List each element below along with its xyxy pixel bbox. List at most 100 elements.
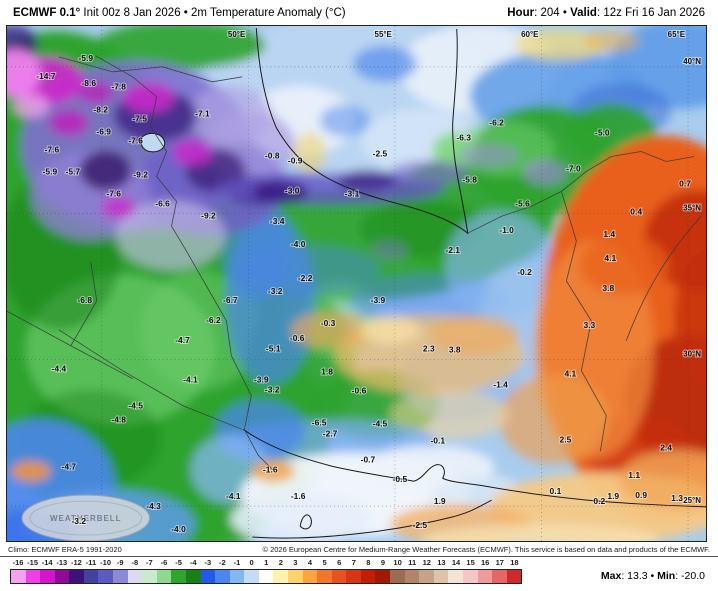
anomaly-value: -0.9 xyxy=(288,155,303,165)
anomaly-region xyxy=(7,48,41,97)
anomaly-value: -4.5 xyxy=(128,401,143,411)
longitude-label: 65°E xyxy=(668,30,685,39)
anomaly-value: -3.2 xyxy=(268,286,283,296)
colorbar-tick: 6 xyxy=(337,558,342,567)
anomaly-value: -7.6 xyxy=(45,145,60,155)
anomaly-value: -4.8 xyxy=(111,414,126,424)
anomaly-value: -5.7 xyxy=(66,166,81,176)
anomaly-value: 3.8 xyxy=(602,283,614,293)
anomaly-value: -0.6 xyxy=(290,333,305,343)
colorbar-tick: 5 xyxy=(322,558,327,567)
max-min-readout: Max: 13.3 • Min: -20.0 xyxy=(601,570,705,582)
hour-label: Hour xyxy=(507,6,535,19)
graticule-labels: 50°E 55°E 60°E 65°E 40°N 35°N 30°N 25°N xyxy=(227,29,702,506)
colorbar-cell xyxy=(258,570,274,583)
anomaly-value: -8.6 xyxy=(81,78,96,88)
anomaly-value: -4.0 xyxy=(291,239,306,249)
anomaly-value: -9.2 xyxy=(133,169,148,179)
colorbar xyxy=(10,569,522,584)
colorbar-cell xyxy=(492,570,507,583)
anomaly-value: -4.4 xyxy=(52,364,67,374)
anomaly-value: -2.2 xyxy=(298,273,313,283)
anomaly-region xyxy=(514,28,605,61)
anomaly-value: -0.5 xyxy=(393,474,408,484)
colorbar-tick: -5 xyxy=(175,558,182,567)
anomaly-value: 1.9 xyxy=(607,491,619,501)
anomaly-region xyxy=(48,109,89,136)
colorbar-tick: -8 xyxy=(131,558,139,567)
colorbar-tick: -4 xyxy=(189,558,197,567)
border-line xyxy=(58,329,243,430)
latitude-label: 35°N xyxy=(683,203,701,212)
anomaly-region xyxy=(371,240,408,261)
anomaly-value: -6.6 xyxy=(155,198,170,208)
colorbar-tick: -7 xyxy=(146,558,153,567)
anomaly-region xyxy=(674,250,706,390)
anomaly-region xyxy=(12,93,49,118)
anomaly-value: 1.9 xyxy=(434,496,446,506)
anomaly-value: -4.0 xyxy=(171,524,186,534)
colorbar-tick: -14 xyxy=(41,558,53,567)
colorbar-tick: 10 xyxy=(393,558,402,567)
anomaly-region xyxy=(115,200,226,271)
anomaly-value: -6.3 xyxy=(456,133,471,143)
coastline xyxy=(299,514,312,530)
watermark-text: WEATHERBELL xyxy=(50,514,122,523)
anomaly-value: -2.7 xyxy=(323,428,338,438)
anomaly-value: -3.9 xyxy=(254,375,269,385)
anomaly-value: -5.0 xyxy=(595,128,610,138)
anomaly-value: 2.4 xyxy=(660,442,672,452)
colorbar-cell xyxy=(331,570,347,583)
anomaly-region xyxy=(338,169,398,192)
colorbar-tick: 15 xyxy=(466,558,475,567)
anomaly-value: -14.7 xyxy=(36,71,56,81)
colorbar-cell xyxy=(244,570,259,583)
colorbar-tick: 2 xyxy=(278,558,283,567)
anomaly-value: -2.5 xyxy=(373,148,388,158)
coastline xyxy=(252,499,492,539)
colorbar-tick: 4 xyxy=(307,558,313,567)
anomaly-region xyxy=(419,524,660,541)
anomaly-value: -5.9 xyxy=(78,53,93,63)
anomaly-region xyxy=(79,150,132,191)
anomaly-value: -0.1 xyxy=(430,435,445,445)
colorbar-cell xyxy=(40,570,55,583)
anomaly-value: -1.0 xyxy=(499,225,514,235)
longitude-label: 60°E xyxy=(521,30,538,39)
border-line xyxy=(467,151,695,234)
anomaly-value: 0.1 xyxy=(550,486,562,496)
colorbar-cell xyxy=(127,570,143,583)
anomaly-value: -9.2 xyxy=(201,210,216,220)
anomaly-region xyxy=(583,29,640,52)
colorbar-tick: 16 xyxy=(481,558,490,567)
anomaly-value: -4.7 xyxy=(175,335,190,345)
max-label: Max xyxy=(600,570,622,582)
anomaly-region xyxy=(389,389,510,440)
colorbar-cell xyxy=(83,570,99,583)
coastline xyxy=(243,429,706,508)
valid-label: Valid xyxy=(570,6,597,19)
colorbar-tick: -1 xyxy=(233,558,241,567)
valid-info: Hour: 204 • Valid: 12z Fri 16 Jan 2026 xyxy=(507,7,705,19)
anomaly-region xyxy=(320,104,370,137)
colorbar-tick: -9 xyxy=(116,558,124,567)
coastline xyxy=(255,27,469,235)
copyright-note: © 2026 European Centre for Medium-Range … xyxy=(262,545,710,554)
longitude-label: 55°E xyxy=(375,30,392,39)
anomaly-value: -5.1 xyxy=(266,344,281,354)
anomaly-region xyxy=(619,449,706,510)
colorbar-cell xyxy=(462,570,478,583)
anomaly-region xyxy=(77,81,114,104)
colorbar-tick: 8 xyxy=(366,558,371,567)
anomaly-value: -8.2 xyxy=(93,105,108,115)
colorbar-cell xyxy=(404,570,420,583)
colorbar-tick: -2 xyxy=(219,558,226,567)
temperature-anomaly-map: WEATHERBELL -14.7 -5.9 -8.6 -7.8 -8.2 -7.5 -6.9… xyxy=(7,26,706,541)
anomaly-value: 0.4 xyxy=(630,206,642,216)
init-time: Init 00z 8 Jan 2026 xyxy=(80,6,181,19)
anomaly-region xyxy=(459,143,520,168)
border-line xyxy=(561,191,607,452)
anomaly-region xyxy=(294,132,327,173)
anomaly-value: -6.2 xyxy=(206,315,221,325)
anomaly-value: -4.7 xyxy=(62,461,77,471)
